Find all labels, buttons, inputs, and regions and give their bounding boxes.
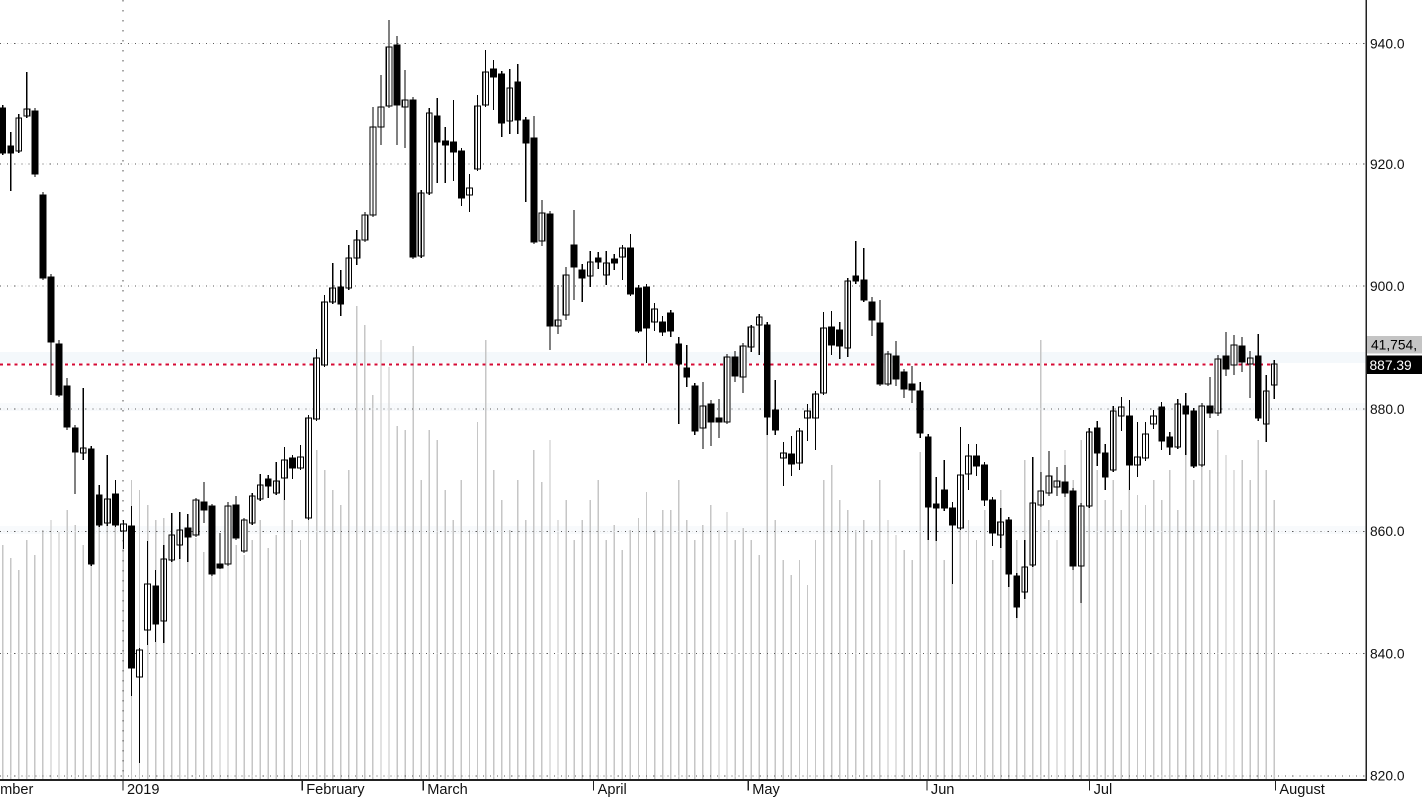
svg-text:2019: 2019 [127, 782, 159, 798]
svg-text:41,754,: 41,754, [1371, 338, 1417, 353]
svg-text:860.0: 860.0 [1370, 524, 1405, 539]
svg-text:840.0: 840.0 [1370, 646, 1405, 661]
svg-text:March: March [427, 782, 468, 798]
svg-text:February: February [306, 782, 365, 798]
svg-text:August: August [1279, 782, 1324, 798]
svg-text:April: April [598, 782, 627, 798]
svg-text:May: May [752, 782, 780, 798]
svg-text:Jun: Jun [931, 782, 955, 798]
svg-text:820.0: 820.0 [1370, 769, 1405, 784]
svg-text:880.0: 880.0 [1370, 402, 1405, 417]
svg-text:December: December [0, 782, 33, 798]
svg-text:920.0: 920.0 [1370, 157, 1405, 172]
svg-text:900.0: 900.0 [1370, 279, 1405, 294]
svg-text:887.39: 887.39 [1370, 358, 1413, 373]
svg-text:940.0: 940.0 [1370, 36, 1405, 51]
svg-text:Jul: Jul [1094, 782, 1113, 798]
